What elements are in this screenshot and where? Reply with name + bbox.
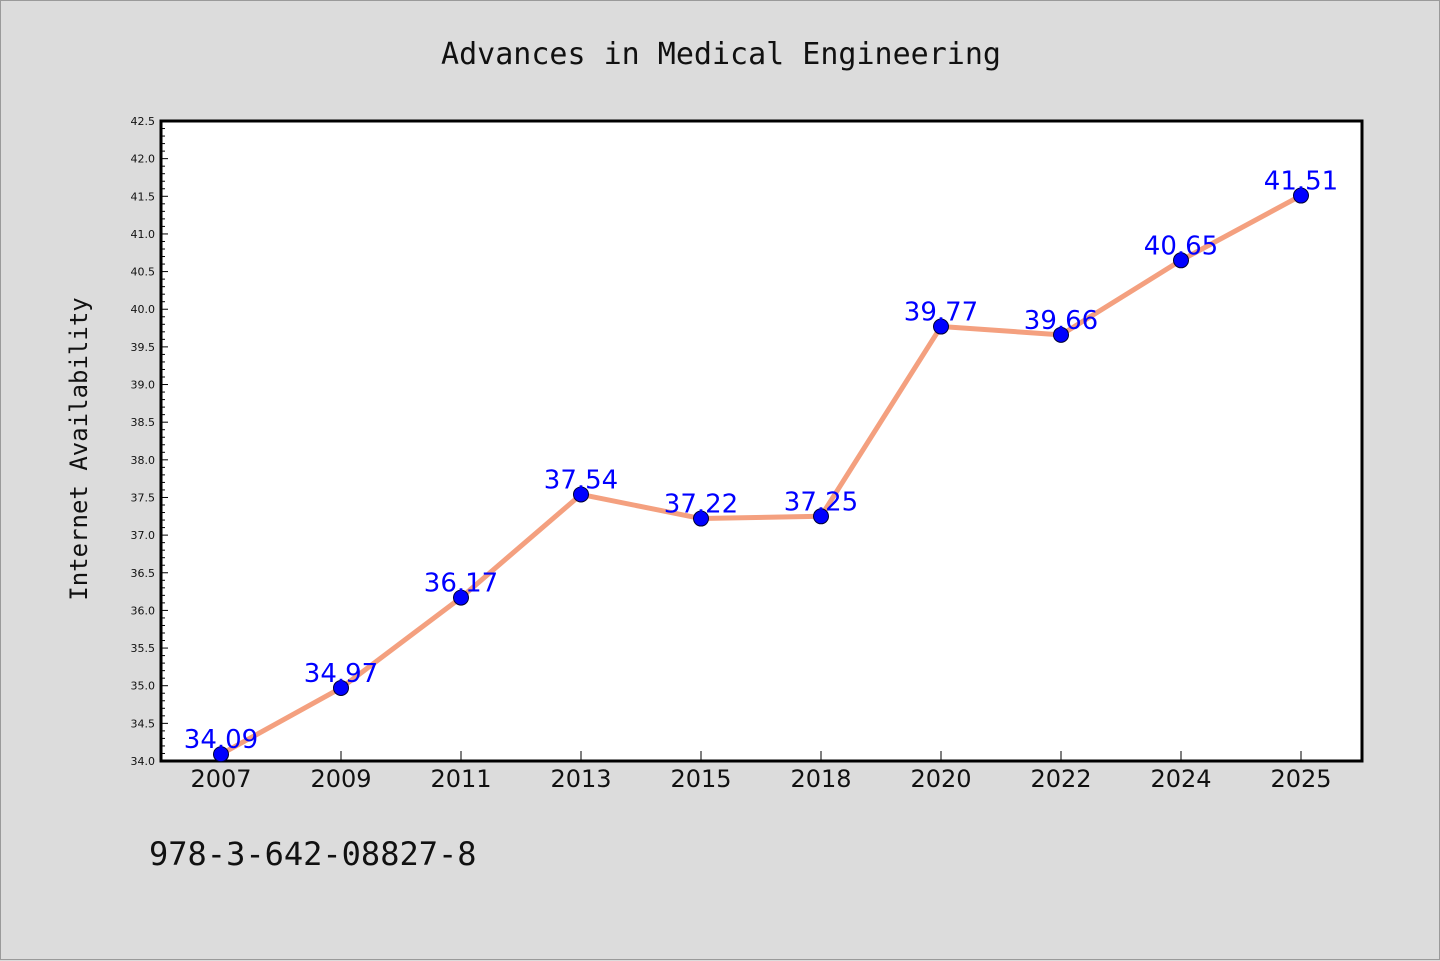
y-tick-label: 35.0 xyxy=(131,680,156,693)
data-point xyxy=(453,589,469,606)
data-point xyxy=(813,508,829,525)
data-label: 37.54 xyxy=(544,465,618,495)
y-axis-label: Internet Availability xyxy=(65,297,93,600)
y-tick-label: 38.5 xyxy=(131,416,156,429)
x-tick-label: 2025 xyxy=(1270,765,1331,793)
x-tick-label: 2009 xyxy=(310,765,371,793)
chart-title: Advances in Medical Engineering xyxy=(441,37,1001,72)
x-tick-label: 2013 xyxy=(550,765,611,793)
isbn-text: 978-3-642-08827-8 xyxy=(149,835,477,873)
data-point xyxy=(1293,187,1309,204)
data-label: 39.66 xyxy=(1024,306,1098,336)
data-label: 37.25 xyxy=(784,487,858,517)
y-axis: 34.0 34.5 35.0 35.5 36.0 36.5 37.0 37.5 38.0 38.5… xyxy=(131,115,168,768)
x-axis: 2007 2009 2011 2013 2015 2018 2020 2022 2024 2025 xyxy=(190,751,1332,793)
series-line xyxy=(219,193,1303,757)
data-point xyxy=(573,486,589,503)
y-tick-label: 42.5 xyxy=(131,115,156,128)
x-tick-label: 2007 xyxy=(190,765,251,793)
data-label: 34.09 xyxy=(184,725,258,755)
data-point xyxy=(1053,326,1069,343)
y-tick-label: 40.5 xyxy=(131,266,156,279)
data-point xyxy=(333,679,349,696)
x-tick-label: 2024 xyxy=(1150,765,1211,793)
data-point xyxy=(1173,252,1189,269)
x-tick-label: 2022 xyxy=(1030,765,1091,793)
x-tick-label: 2011 xyxy=(430,765,491,793)
data-label: 34.97 xyxy=(304,659,378,689)
y-tick-label: 34.0 xyxy=(131,755,156,768)
y-tick-label: 34.5 xyxy=(131,717,156,730)
y-tick-label: 36.5 xyxy=(131,567,156,580)
data-labels: 34.09 34.97 36.17 37.54 37.22 37.25 39.77 39.66… xyxy=(184,167,1338,756)
data-label: 40.65 xyxy=(1144,231,1218,261)
data-point xyxy=(213,746,229,763)
data-label: 37.22 xyxy=(664,490,738,520)
y-tick-label: 37.0 xyxy=(131,529,156,542)
y-tick-label: 39.5 xyxy=(131,341,156,354)
y-tick-label: 36.0 xyxy=(131,604,156,617)
data-label: 39.77 xyxy=(904,298,978,328)
data-point xyxy=(693,510,709,527)
x-tick-label: 2018 xyxy=(790,765,851,793)
y-tick-label: 39.0 xyxy=(131,379,156,392)
y-tick-label: 38.0 xyxy=(131,454,156,467)
y-tick-label: 37.5 xyxy=(131,491,156,504)
y-tick-label: 42.0 xyxy=(131,153,156,166)
plot-area xyxy=(159,119,1364,763)
y-tick-label: 41.5 xyxy=(131,190,156,203)
data-point xyxy=(933,318,949,335)
y-tick-label: 40.0 xyxy=(131,303,156,316)
data-label: 36.17 xyxy=(424,569,498,599)
x-tick-label: 2015 xyxy=(670,765,731,793)
data-label: 41.51 xyxy=(1264,167,1338,197)
series-markers xyxy=(213,187,1309,763)
x-tick-label: 2020 xyxy=(910,765,971,793)
y-tick-label: 35.5 xyxy=(131,642,156,655)
y-tick-label: 41.0 xyxy=(131,228,156,241)
